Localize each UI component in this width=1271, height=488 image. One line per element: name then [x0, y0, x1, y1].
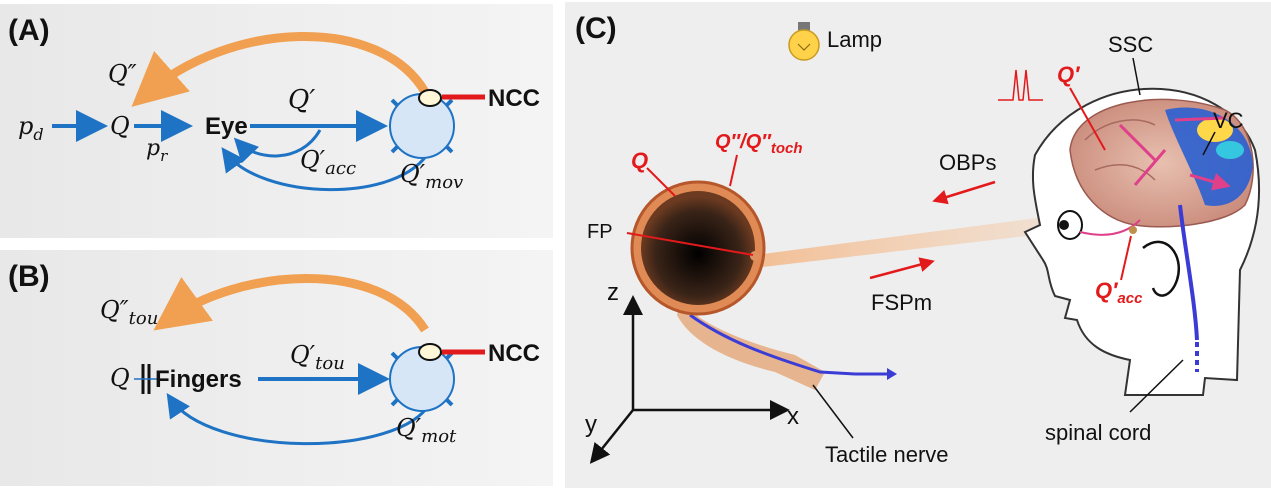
- panel-b-diagram: (B) Q″tou Q Fingers Q′tou Q′mot NCC: [0, 250, 553, 486]
- q-prime-label-c: Q′: [1057, 62, 1081, 87]
- panel-a-diagram: (A) Q″ pd Q pr Eye Q′ Q′acc Q′mov NCC: [0, 4, 553, 238]
- panel-a-label: (A): [8, 14, 50, 47]
- eye-icon: [1057, 210, 1083, 240]
- q-prime-tou-label: Q′tou: [290, 341, 345, 374]
- q-prime-mot-arc: [166, 393, 432, 446]
- spike-signal: [998, 69, 1043, 101]
- fingers-label: Fingers: [155, 366, 242, 393]
- q-pair-pointer: [729, 154, 738, 187]
- q-pointer: [646, 167, 676, 197]
- lamp-label: Lamp: [827, 27, 882, 52]
- panel-b-label: (B): [8, 260, 50, 293]
- q-prime-mov-arc: [221, 147, 432, 192]
- obps-arrow: [932, 180, 996, 205]
- fp-pointer: [626, 232, 754, 256]
- q-prime-mov-label: Q′mov: [400, 160, 463, 193]
- ncc-node: [389, 89, 485, 159]
- ssc-label: SSC: [1108, 32, 1153, 57]
- z-axis-label: z: [607, 279, 619, 306]
- light-beam: [755, 215, 1060, 268]
- inner-ear-dot: [1129, 226, 1137, 234]
- panel-c: (C) Lamp Q Q″/Q″toch FP OBPs FSPm z x y …: [565, 0, 1271, 488]
- q-double-prime-label: Q″: [108, 60, 137, 88]
- vc-label: VC: [1213, 108, 1244, 133]
- q-prime-acc-label: Q′acc: [300, 146, 356, 179]
- lamp-icon: [788, 22, 820, 61]
- obps-label: OBPs: [939, 150, 996, 175]
- ncc-label-b: NCC: [488, 340, 540, 367]
- spinal-cord-pointer: [1129, 359, 1184, 413]
- q-main-label: Q: [631, 148, 648, 173]
- tactile-nerve-label: Tactile nerve: [825, 442, 949, 467]
- q-label: Q: [110, 112, 130, 140]
- feedback-arc-orange: [131, 32, 429, 107]
- q-prime-pointer: [1069, 87, 1106, 151]
- ssc-pointer: [1132, 57, 1141, 96]
- fp-label: FP: [587, 221, 613, 243]
- q-label-b: Q: [110, 364, 130, 392]
- ncc-node-b: [389, 343, 485, 412]
- panel-b: (B) Q″tou Q Fingers Q′tou Q′mot NCC: [0, 248, 555, 488]
- feedback-arc-orange-b: [153, 274, 429, 333]
- q-prime-mot-label: Q′mot: [396, 414, 457, 447]
- ear-icon: [1142, 240, 1180, 297]
- q-prime-acc-label-c: Q′acc: [1095, 278, 1143, 307]
- contact-icon: [134, 364, 158, 394]
- y-axis: [589, 409, 634, 464]
- ncc-label: NCC: [488, 85, 540, 112]
- ball-object: [630, 180, 766, 316]
- spinal-cord-line: [1178, 204, 1199, 341]
- q-double-prime-tou-label: Q″tou: [100, 296, 158, 329]
- arm-hand: [677, 300, 825, 390]
- fspm-label: FSPm: [871, 290, 932, 315]
- spinal-cord-label: spinal cord: [1045, 420, 1151, 445]
- panel-a: (A) Q″ pd Q pr Eye Q′ Q′acc Q′mov NCC: [0, 0, 555, 240]
- pr-label: pr: [146, 136, 168, 165]
- tactile-nerve-line: [689, 313, 856, 376]
- brain-signal-arrows: [1118, 116, 1225, 185]
- eye-label: Eye: [205, 113, 248, 140]
- q-prime-acc-pointer: [1120, 235, 1132, 281]
- tactile-nerve-pointer: [812, 384, 854, 439]
- q-prime-label: Q′: [288, 85, 315, 115]
- vc-pointer: [1202, 131, 1216, 156]
- panel-c-label: (C): [575, 12, 617, 45]
- q-pair-label: Q″/Q″toch: [715, 131, 803, 157]
- optic-nerve: [1079, 219, 1141, 236]
- y-axis-label: y: [585, 411, 597, 438]
- pd-label: pd: [18, 112, 44, 144]
- fspm-arrow: [869, 257, 935, 280]
- x-axis-label: x: [787, 403, 799, 430]
- panel-c-diagram: (C) Lamp Q Q″/Q″toch FP OBPs FSPm z x y …: [565, 2, 1271, 488]
